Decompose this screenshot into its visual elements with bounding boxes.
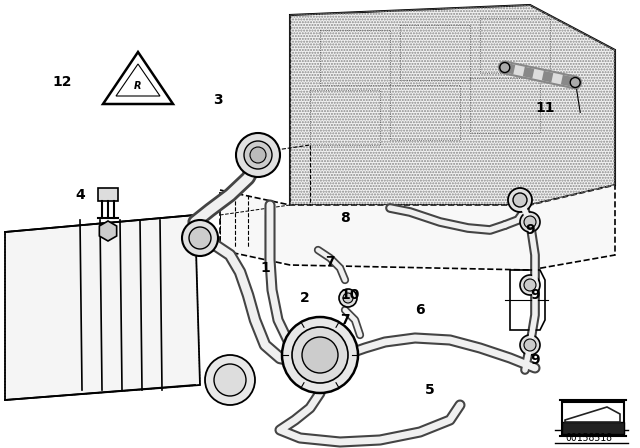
- Bar: [480, 18, 550, 73]
- Bar: [470, 78, 540, 133]
- Bar: [390, 85, 460, 140]
- Text: R: R: [134, 81, 141, 91]
- Polygon shape: [220, 185, 615, 270]
- Bar: [562, 402, 624, 434]
- Text: 3: 3: [213, 93, 223, 107]
- Circle shape: [339, 289, 357, 307]
- Text: 8: 8: [340, 211, 350, 225]
- Bar: [310, 90, 380, 145]
- Circle shape: [343, 293, 353, 303]
- Text: 10: 10: [340, 288, 360, 302]
- Circle shape: [182, 220, 218, 256]
- Circle shape: [524, 216, 536, 228]
- Text: 6: 6: [415, 303, 425, 317]
- Text: 9: 9: [530, 353, 540, 367]
- Circle shape: [520, 212, 540, 232]
- Circle shape: [508, 188, 532, 212]
- Bar: [400, 25, 470, 80]
- Circle shape: [302, 337, 338, 373]
- Circle shape: [520, 335, 540, 355]
- Polygon shape: [99, 221, 116, 241]
- Text: 11: 11: [535, 101, 555, 115]
- Polygon shape: [103, 52, 173, 104]
- Text: 7: 7: [325, 255, 335, 269]
- Circle shape: [292, 327, 348, 383]
- Bar: [320, 30, 390, 85]
- Circle shape: [570, 78, 580, 87]
- Bar: [562, 422, 624, 434]
- Text: 1: 1: [260, 261, 270, 275]
- Circle shape: [500, 63, 510, 73]
- Circle shape: [282, 317, 358, 393]
- Text: 2: 2: [300, 291, 310, 305]
- Polygon shape: [290, 5, 615, 205]
- Text: 4: 4: [75, 188, 85, 202]
- Text: 7: 7: [340, 313, 350, 327]
- Circle shape: [513, 193, 527, 207]
- Circle shape: [524, 339, 536, 351]
- Circle shape: [520, 275, 540, 295]
- Text: 5: 5: [425, 383, 435, 397]
- Polygon shape: [98, 188, 118, 201]
- Circle shape: [189, 227, 211, 249]
- Circle shape: [236, 133, 280, 177]
- Circle shape: [250, 147, 266, 163]
- Polygon shape: [565, 407, 620, 422]
- Text: 00158518: 00158518: [565, 433, 612, 443]
- Circle shape: [524, 279, 536, 291]
- Polygon shape: [5, 215, 200, 400]
- Text: 9: 9: [525, 223, 535, 237]
- Circle shape: [205, 355, 255, 405]
- Circle shape: [244, 141, 272, 169]
- Text: 12: 12: [52, 75, 72, 89]
- Text: 9: 9: [530, 288, 540, 302]
- Circle shape: [214, 364, 246, 396]
